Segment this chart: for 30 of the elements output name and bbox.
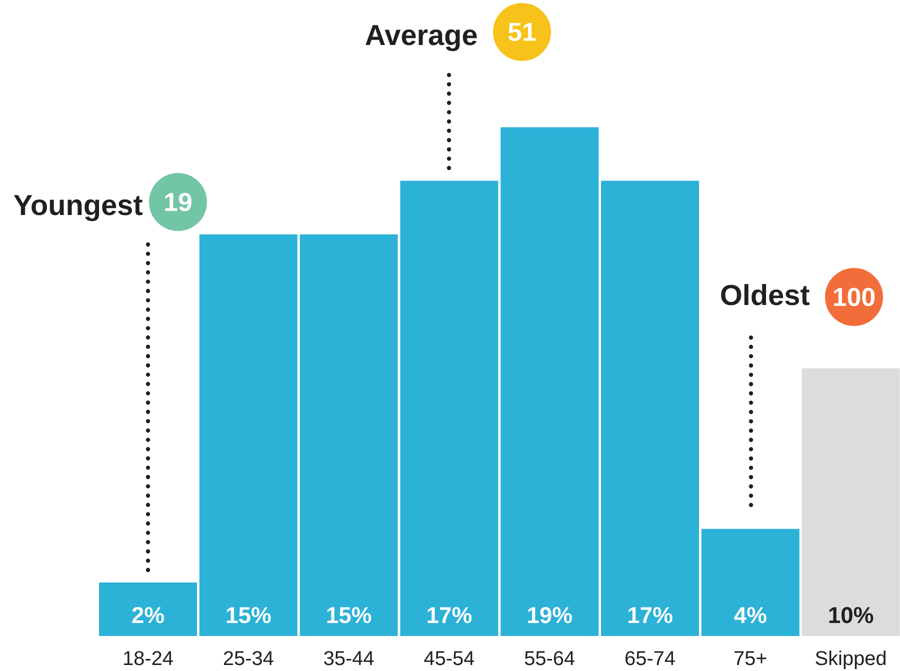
bar: [199, 234, 298, 636]
bar: [400, 180, 498, 636]
annotation: 19: [165, 192, 192, 212]
x-tick-label: 45-54: [424, 651, 474, 666]
data-label: 2%: [132, 607, 164, 624]
x-tick-label: Skipped: [816, 650, 886, 670]
data-label: 19%: [528, 607, 572, 624]
data-label: 10%: [829, 607, 874, 624]
bar: [802, 368, 900, 636]
bar: [500, 127, 599, 636]
annotation: 100: [834, 288, 875, 306]
text: Average: [366, 25, 477, 52]
data-label: 4%: [734, 607, 766, 624]
bar: [701, 528, 800, 636]
data-label: 17%: [428, 607, 472, 624]
data-label: 17%: [628, 607, 672, 624]
bar: [300, 234, 398, 636]
x-tick-label: 75+: [734, 651, 766, 666]
bar: [601, 180, 700, 636]
x-tick-label: 35-44: [324, 651, 374, 666]
x-tick-label: 18-24: [124, 651, 173, 666]
x-tick-label: 65-74: [626, 651, 675, 666]
data-label: 15%: [327, 607, 372, 624]
x-tick-label: 55-64: [524, 651, 574, 666]
annotation: Oldest: [721, 284, 810, 306]
x-tick-label: 25-34: [224, 651, 274, 666]
bar: [99, 582, 198, 636]
data-label: 15%: [226, 607, 271, 624]
text: 51: [508, 22, 536, 42]
annotation: Youngest: [14, 195, 142, 222]
